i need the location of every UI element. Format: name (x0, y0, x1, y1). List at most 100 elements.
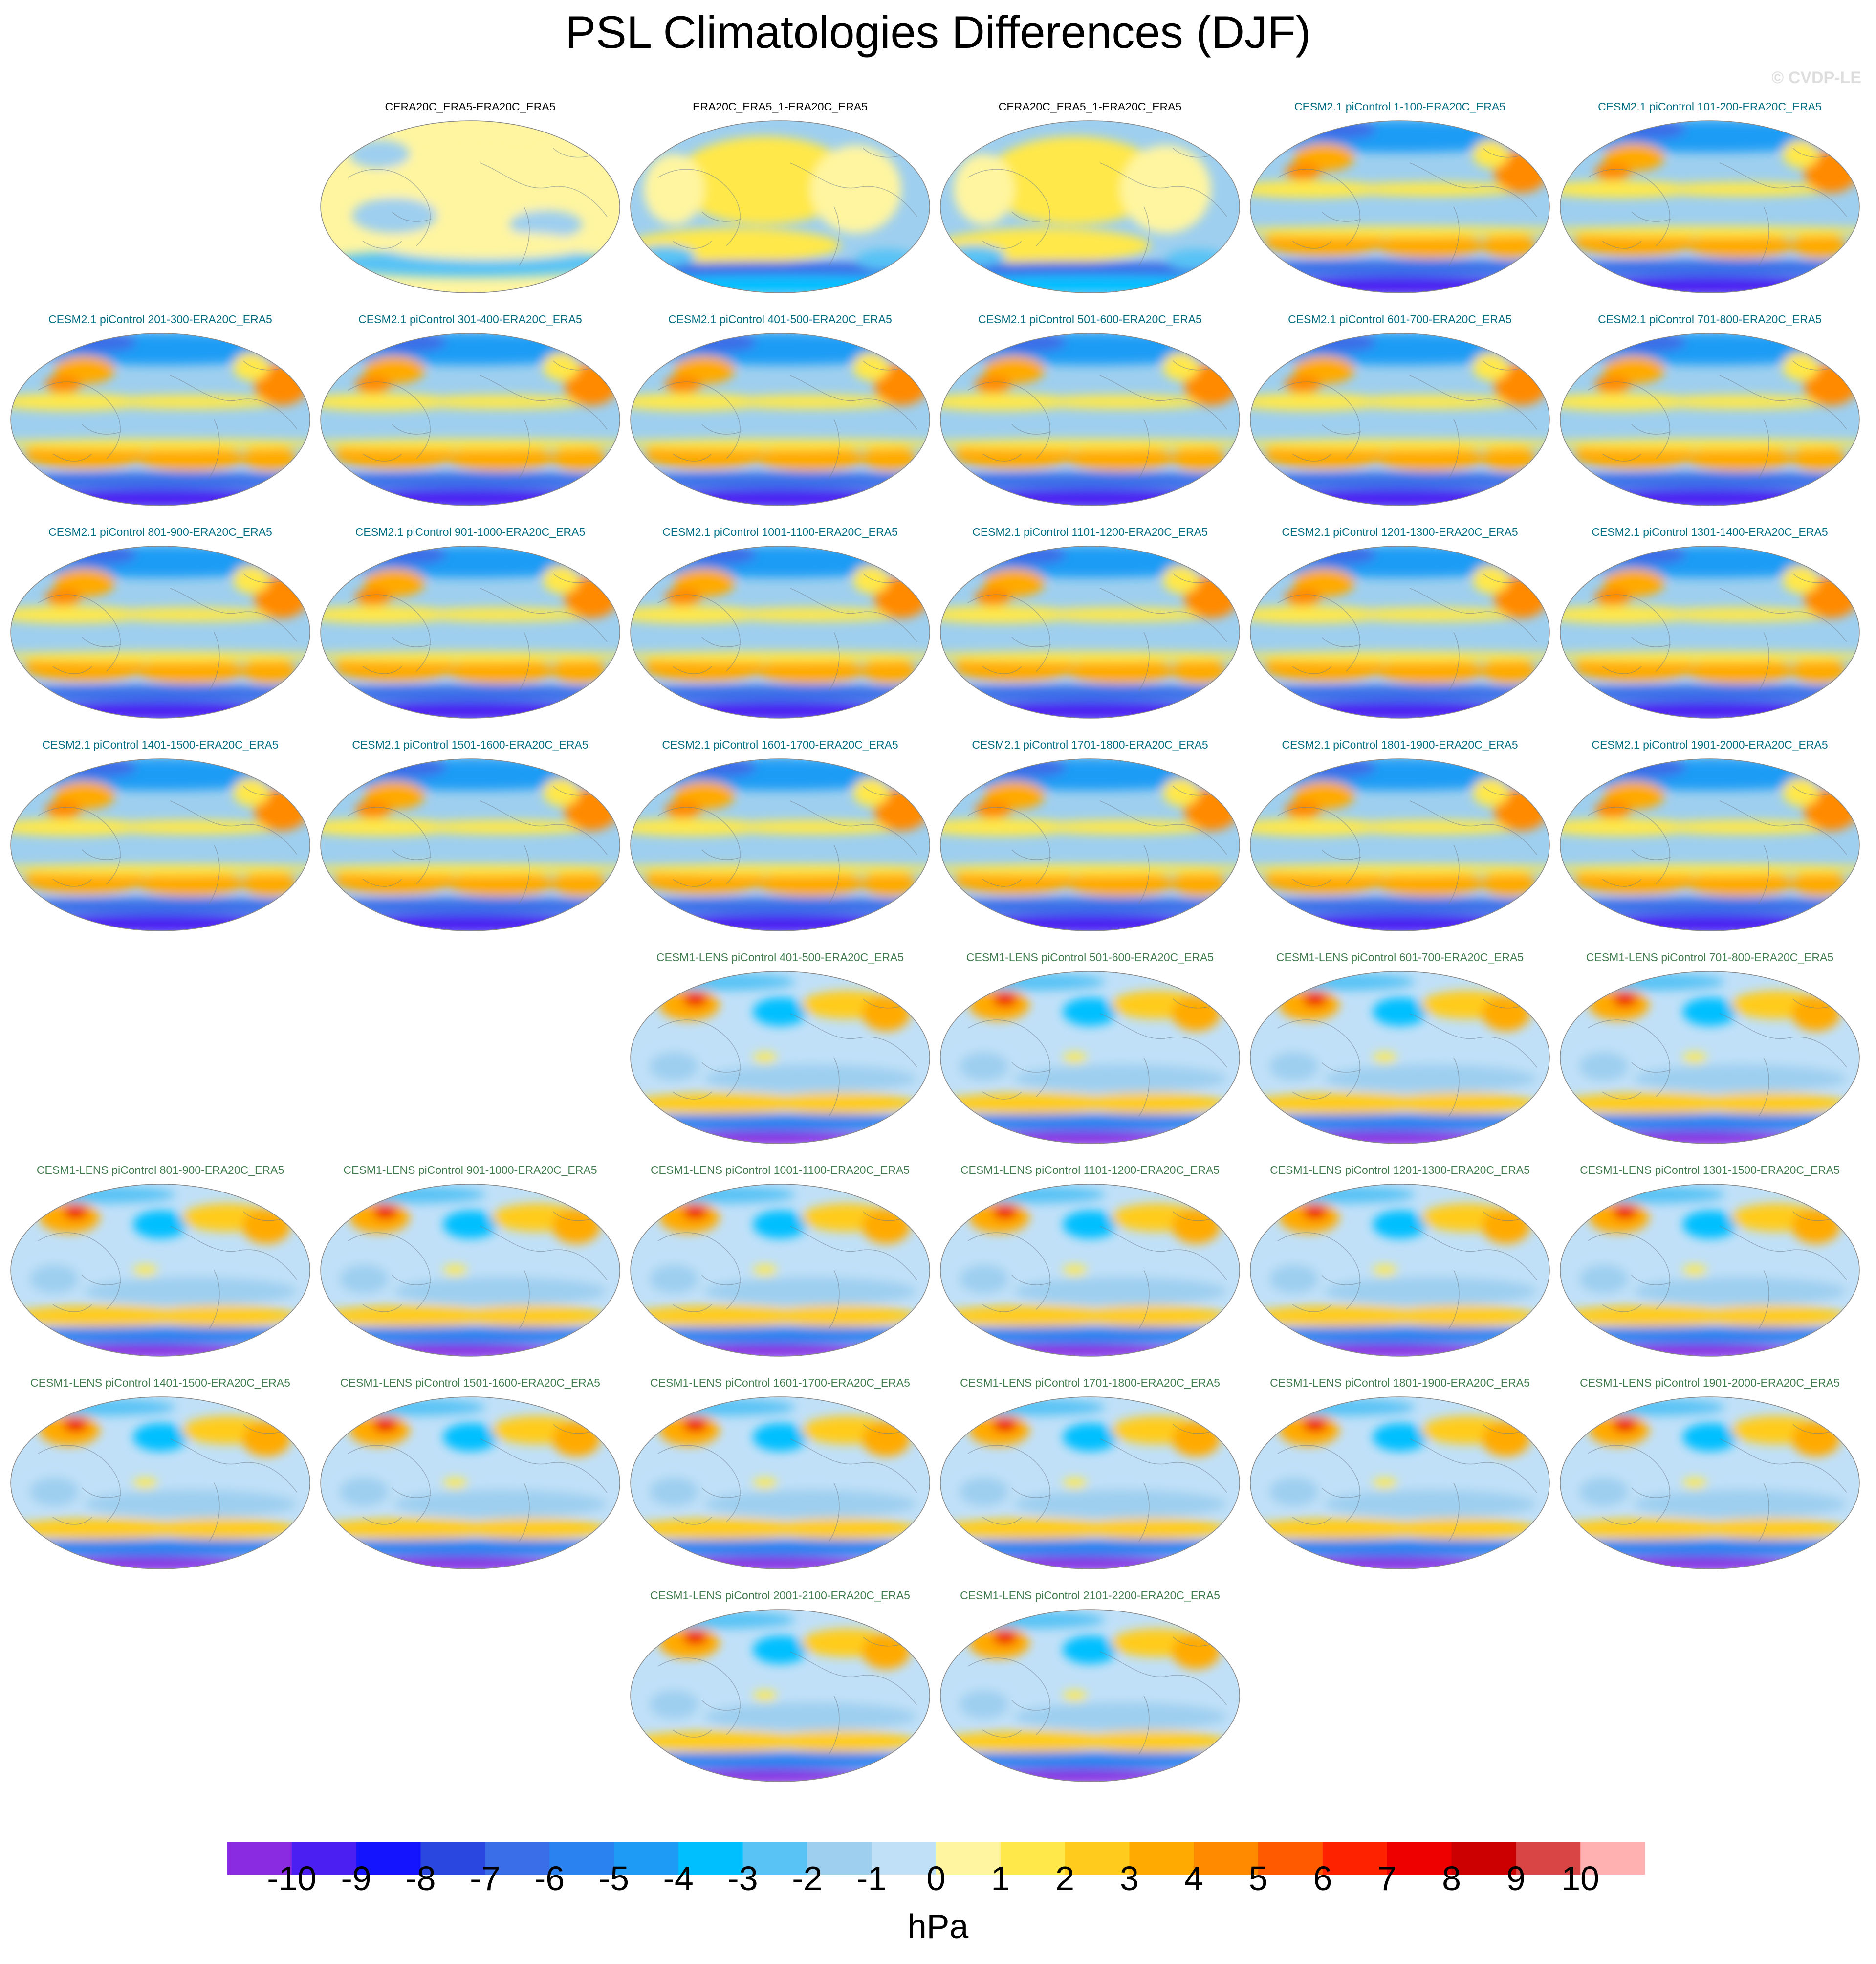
map-panel: CESM2.1 piControl 1201-1300-ERA20C_ERA5 (1248, 526, 1551, 731)
map-panel: CESM2.1 piControl 101-200-ERA20C_ERA5 (1558, 100, 1861, 306)
map-panel: CESM1-LENS piControl 1801-1900-ERA20C_ER… (1248, 1376, 1551, 1582)
colorbar-tick-label: 4 (1184, 1859, 1203, 1898)
panel-title: CESM2.1 piControl 301-400-ERA20C_ERA5 (358, 313, 582, 326)
map-plot (10, 546, 310, 719)
panel-title: CESM2.1 piControl 101-200-ERA20C_ERA5 (1598, 100, 1822, 113)
map-panel: CESM2.1 piControl 901-1000-ERA20C_ERA5 (319, 526, 622, 731)
map-panel: CESM1-LENS piControl 1601-1700-ERA20C_ER… (629, 1376, 932, 1582)
colorbar-tick-label: -5 (598, 1859, 630, 1898)
panel-title: CESM1-LENS piControl 801-900-ERA20C_ERA5 (36, 1164, 284, 1176)
panel-title: CERA20C_ERA5_1-ERA20C_ERA5 (998, 100, 1182, 113)
map-plot (630, 333, 930, 506)
panel-title: CESM2.1 piControl 801-900-ERA20C_ERA5 (48, 526, 272, 538)
map-panel: CESM2.1 piControl 1801-1900-ERA20C_ERA5 (1248, 738, 1551, 944)
panel-title: CESM2.1 piControl 1101-1200-ERA20C_ERA5 (972, 526, 1208, 538)
colorbar-tick-label: -1 (856, 1859, 887, 1898)
map-plot (940, 1396, 1240, 1569)
map-panel: CESM2.1 piControl 1-100-ERA20C_ERA5 (1248, 100, 1551, 306)
colorbar-tick-label: -4 (663, 1859, 694, 1898)
map-plot (630, 971, 930, 1144)
panel-title: CESM2.1 piControl 401-500-ERA20C_ERA5 (668, 313, 892, 326)
map-panel: CESM2.1 piControl 1701-1800-ERA20C_ERA5 (938, 738, 1242, 944)
map-plot (320, 333, 620, 506)
map-panel: CESM2.1 piControl 1401-1500-ERA20C_ERA5 (9, 738, 312, 944)
map-plot (320, 546, 620, 719)
colorbar-tick-label: 8 (1442, 1859, 1461, 1898)
map-panel: CESM1-LENS piControl 501-600-ERA20C_ERA5 (938, 951, 1242, 1156)
colorbar-tick-label: 9 (1506, 1859, 1526, 1898)
map-panel: CESM2.1 piControl 601-700-ERA20C_ERA5 (1248, 313, 1551, 518)
map-plot (10, 1396, 310, 1569)
map-panel: CESM1-LENS piControl 401-500-ERA20C_ERA5 (629, 951, 932, 1156)
map-plot (940, 333, 1240, 506)
panel-title: CESM1-LENS piControl 1101-1200-ERA20C_ER… (960, 1164, 1220, 1176)
map-plot (1560, 546, 1860, 719)
map-plot (320, 1396, 620, 1569)
map-plot (630, 1184, 930, 1357)
colorbar-tick-label: 6 (1313, 1859, 1332, 1898)
map-panel: CERA20C_ERA5_1-ERA20C_ERA5 (938, 100, 1242, 306)
colorbar-tick-label: 3 (1119, 1859, 1139, 1898)
panel-title: CERA20C_ERA5-ERA20C_ERA5 (385, 100, 556, 113)
panel-title: CESM2.1 piControl 1301-1400-ERA20C_ERA5 (1592, 526, 1828, 538)
map-panel: CESM1-LENS piControl 2001-2100-ERA20C_ER… (629, 1589, 932, 1794)
map-panel: CESM2.1 piControl 701-800-ERA20C_ERA5 (1558, 313, 1861, 518)
panel-title: CESM1-LENS piControl 901-1000-ERA20C_ERA… (343, 1164, 597, 1176)
panel-title: CESM1-LENS piControl 1301-1500-ERA20C_ER… (1580, 1164, 1840, 1176)
map-plot (1560, 333, 1860, 506)
panel-title: ERA20C_ERA5_1-ERA20C_ERA5 (693, 100, 868, 113)
map-panel: CESM1-LENS piControl 1201-1300-ERA20C_ER… (1248, 1164, 1551, 1369)
colorbar-units: hPa (907, 1907, 969, 1945)
map-panel: CESM1-LENS piControl 1001-1100-ERA20C_ER… (629, 1164, 932, 1369)
panel-title: CESM1-LENS piControl 601-700-ERA20C_ERA5 (1276, 951, 1524, 964)
map-plot (940, 1184, 1240, 1357)
figure-title: PSL Climatologies Differences (DJF) (565, 6, 1311, 58)
map-plot (1250, 758, 1550, 931)
map-panel: ERA20C_ERA5_1-ERA20C_ERA5 (629, 100, 932, 306)
map-panel: CESM2.1 piControl 1001-1100-ERA20C_ERA5 (629, 526, 932, 731)
map-panel: CESM2.1 piControl 501-600-ERA20C_ERA5 (938, 313, 1242, 518)
colorbar-tick-label: -10 (267, 1859, 317, 1898)
map-plot (940, 120, 1240, 293)
panel-title: CESM2.1 piControl 701-800-ERA20C_ERA5 (1598, 313, 1822, 326)
map-plot (1250, 120, 1550, 293)
map-panel: CESM1-LENS piControl 1401-1500-ERA20C_ER… (9, 1376, 312, 1582)
colorbar-tick-label: -8 (405, 1859, 436, 1898)
panel-title: CESM1-LENS piControl 701-800-ERA20C_ERA5 (1586, 951, 1834, 964)
map-panel: CESM1-LENS piControl 1301-1500-ERA20C_ER… (1558, 1164, 1861, 1369)
panel-title: CESM2.1 piControl 1701-1800-ERA20C_ERA5 (972, 738, 1208, 751)
panel-title: CESM2.1 piControl 1201-1300-ERA20C_ERA5 (1282, 526, 1518, 538)
map-plot (10, 758, 310, 931)
map-plot (630, 1609, 930, 1782)
map-panel: CESM1-LENS piControl 1501-1600-ERA20C_ER… (319, 1376, 622, 1582)
map-plot (940, 1609, 1240, 1782)
colorbar-tick-label: -2 (792, 1859, 823, 1898)
map-panel: CESM1-LENS piControl 701-800-ERA20C_ERA5 (1558, 951, 1861, 1156)
colorbar-tick-label: 1 (991, 1859, 1010, 1898)
map-plot (630, 120, 930, 293)
panel-title: CESM2.1 piControl 1501-1600-ERA20C_ERA5 (352, 738, 589, 751)
map-plot (1560, 120, 1860, 293)
map-plot (1250, 1396, 1550, 1569)
map-panel: CESM1-LENS piControl 1901-2000-ERA20C_ER… (1558, 1376, 1861, 1582)
map-plot (1250, 333, 1550, 506)
map-plot (10, 333, 310, 506)
panel-title: CESM2.1 piControl 201-300-ERA20C_ERA5 (48, 313, 272, 326)
map-plot (940, 546, 1240, 719)
panel-title: CESM2.1 piControl 601-700-ERA20C_ERA5 (1288, 313, 1512, 326)
map-panel: CESM2.1 piControl 401-500-ERA20C_ERA5 (629, 313, 932, 518)
watermark: © CVDP-LE (1771, 68, 1861, 87)
panel-title: CESM1-LENS piControl 401-500-ERA20C_ERA5 (656, 951, 904, 964)
colorbar-tick-label: 5 (1248, 1859, 1268, 1898)
map-plot (630, 758, 930, 931)
map-plot (1560, 1184, 1860, 1357)
panel-title: CESM1-LENS piControl 1601-1700-ERA20C_ER… (650, 1376, 910, 1389)
panel-title: CESM1-LENS piControl 1401-1500-ERA20C_ER… (30, 1376, 290, 1389)
colorbar-tick-label: 7 (1377, 1859, 1397, 1898)
map-plot (940, 971, 1240, 1144)
map-panel: CESM1-LENS piControl 2101-2200-ERA20C_ER… (938, 1589, 1242, 1794)
map-panel: CESM1-LENS piControl 901-1000-ERA20C_ERA… (319, 1164, 622, 1369)
map-panel: CESM2.1 piControl 1601-1700-ERA20C_ERA5 (629, 738, 932, 944)
map-plot (320, 120, 620, 293)
panel-title: CESM1-LENS piControl 1901-2000-ERA20C_ER… (1580, 1376, 1840, 1389)
